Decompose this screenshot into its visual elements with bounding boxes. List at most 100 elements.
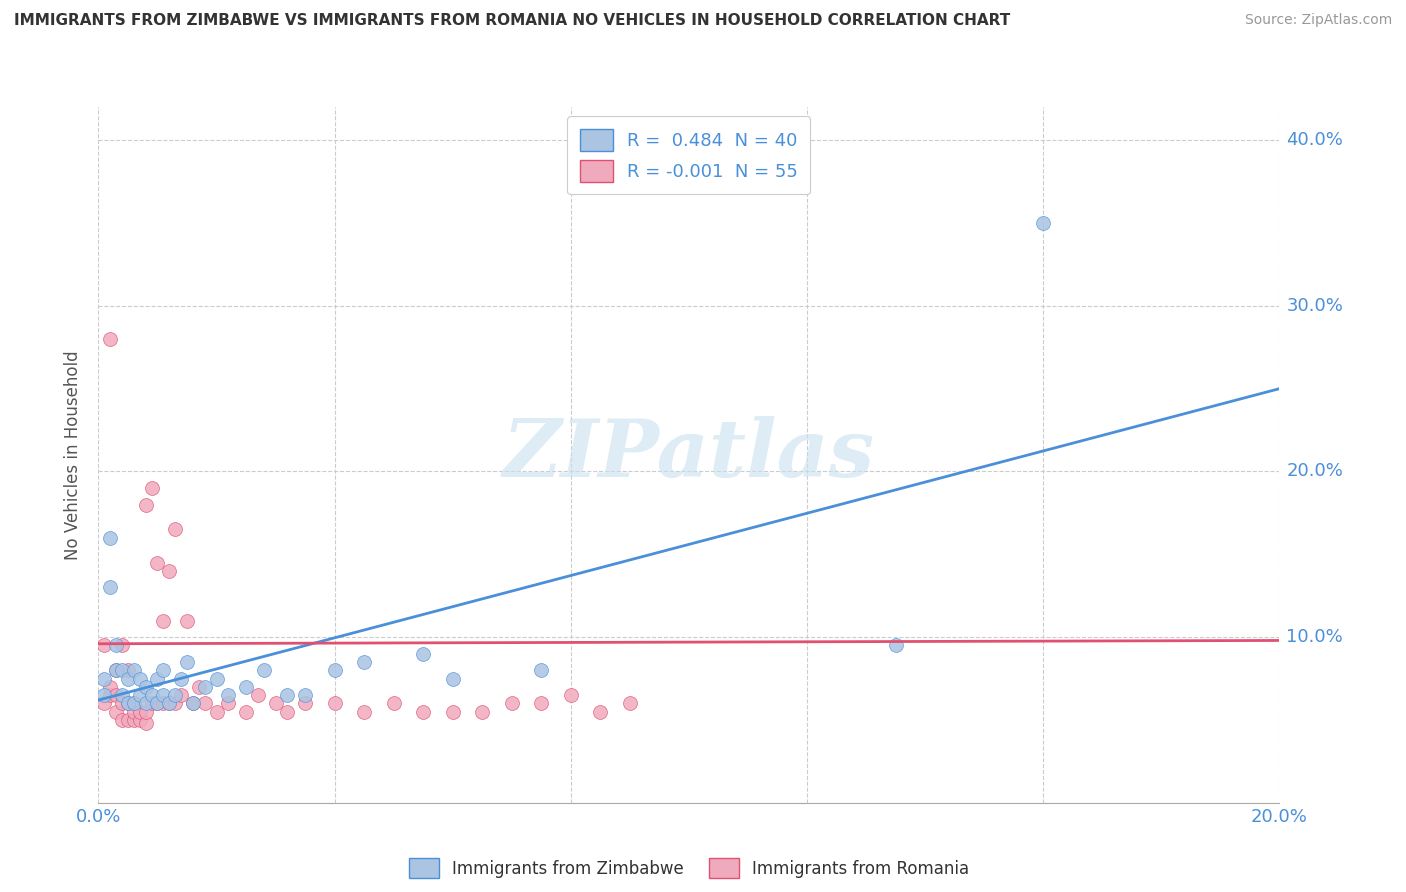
- Point: [181, 697, 204, 711]
- Text: ZIPatlas: ZIPatlas: [503, 417, 875, 493]
- Point: [441, 705, 464, 719]
- Point: [98, 581, 121, 595]
- Point: [501, 697, 523, 711]
- Point: [152, 614, 174, 628]
- Point: [93, 697, 115, 711]
- Point: [276, 705, 298, 719]
- Point: [264, 697, 287, 711]
- Point: [152, 697, 174, 711]
- Point: [157, 564, 180, 578]
- Point: [323, 697, 346, 711]
- Point: [98, 531, 121, 545]
- Point: [170, 672, 193, 686]
- Point: [235, 705, 257, 719]
- Point: [412, 705, 434, 719]
- Point: [276, 688, 298, 702]
- Point: [157, 697, 180, 711]
- Point: [235, 680, 257, 694]
- Y-axis label: No Vehicles in Household: No Vehicles in Household: [65, 350, 83, 560]
- Text: 30.0%: 30.0%: [1286, 297, 1343, 315]
- Point: [589, 705, 612, 719]
- Legend: Immigrants from Zimbabwe, Immigrants from Romania: Immigrants from Zimbabwe, Immigrants fro…: [402, 851, 976, 885]
- Text: 40.0%: 40.0%: [1286, 131, 1343, 149]
- Point: [441, 672, 464, 686]
- Point: [117, 663, 139, 677]
- Point: [135, 716, 157, 731]
- Point: [122, 705, 145, 719]
- Point: [141, 697, 163, 711]
- Point: [105, 639, 128, 653]
- Point: [128, 705, 150, 719]
- Point: [1032, 216, 1054, 230]
- Point: [135, 680, 157, 694]
- Point: [117, 672, 139, 686]
- Text: Source: ZipAtlas.com: Source: ZipAtlas.com: [1244, 13, 1392, 28]
- Point: [246, 688, 269, 702]
- Point: [884, 639, 907, 653]
- Point: [217, 688, 239, 702]
- Point: [105, 705, 128, 719]
- Point: [128, 672, 150, 686]
- Point: [105, 688, 128, 702]
- Point: [135, 498, 157, 512]
- Text: 10.0%: 10.0%: [1286, 628, 1343, 646]
- Point: [176, 614, 198, 628]
- Point: [122, 697, 145, 711]
- Point: [111, 688, 134, 702]
- Point: [98, 688, 121, 702]
- Point: [146, 697, 169, 711]
- Point: [128, 713, 150, 727]
- Point: [187, 680, 209, 694]
- Point: [194, 680, 217, 694]
- Point: [353, 655, 375, 669]
- Point: [111, 697, 134, 711]
- Point: [122, 697, 145, 711]
- Point: [141, 481, 163, 495]
- Point: [530, 663, 553, 677]
- Point: [122, 713, 145, 727]
- Point: [128, 688, 150, 702]
- Point: [93, 672, 115, 686]
- Point: [323, 663, 346, 677]
- Point: [98, 332, 121, 346]
- Point: [205, 705, 228, 719]
- Text: IMMIGRANTS FROM ZIMBABWE VS IMMIGRANTS FROM ROMANIA NO VEHICLES IN HOUSEHOLD COR: IMMIGRANTS FROM ZIMBABWE VS IMMIGRANTS F…: [14, 13, 1011, 29]
- Point: [141, 688, 163, 702]
- Point: [152, 688, 174, 702]
- Point: [205, 672, 228, 686]
- Point: [165, 697, 187, 711]
- Point: [412, 647, 434, 661]
- Point: [135, 697, 157, 711]
- Point: [181, 697, 204, 711]
- Point: [152, 663, 174, 677]
- Point: [217, 697, 239, 711]
- Point: [170, 688, 193, 702]
- Point: [194, 697, 217, 711]
- Point: [253, 663, 276, 677]
- Point: [117, 713, 139, 727]
- Point: [146, 697, 169, 711]
- Point: [157, 697, 180, 711]
- Point: [294, 688, 316, 702]
- Point: [98, 680, 121, 694]
- Point: [135, 705, 157, 719]
- Point: [122, 663, 145, 677]
- Point: [117, 697, 139, 711]
- Point: [93, 688, 115, 702]
- Point: [619, 697, 641, 711]
- Point: [111, 639, 134, 653]
- Point: [105, 663, 128, 677]
- Point: [165, 523, 187, 537]
- Point: [530, 697, 553, 711]
- Text: 20.0%: 20.0%: [1286, 462, 1343, 481]
- Point: [176, 655, 198, 669]
- Point: [294, 697, 316, 711]
- Point: [105, 663, 128, 677]
- Point: [165, 688, 187, 702]
- Point: [471, 705, 494, 719]
- Point: [353, 705, 375, 719]
- Point: [111, 713, 134, 727]
- Point: [560, 688, 582, 702]
- Point: [93, 639, 115, 653]
- Point: [382, 697, 405, 711]
